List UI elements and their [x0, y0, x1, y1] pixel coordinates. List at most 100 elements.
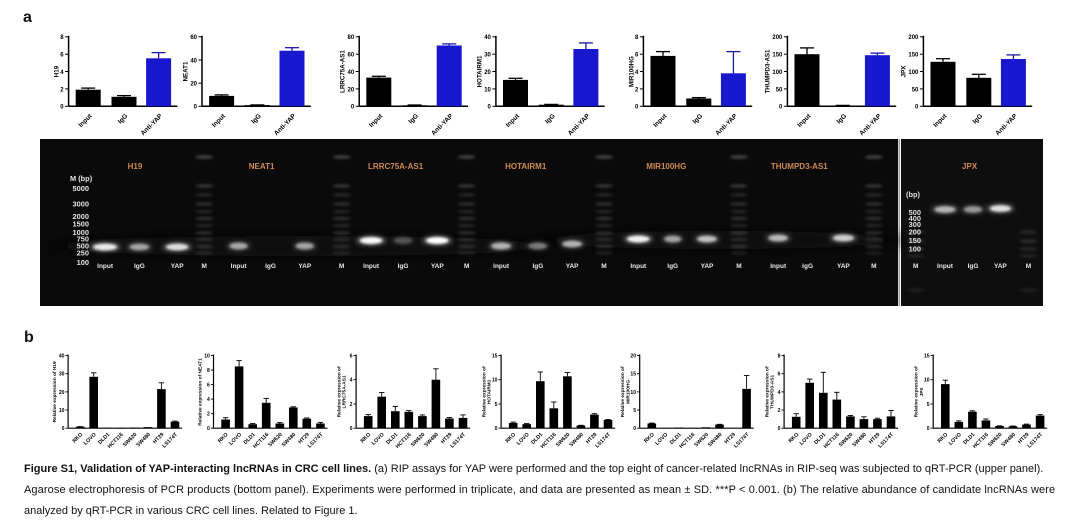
- svg-text:SW480: SW480: [707, 432, 724, 449]
- svg-text:40: 40: [190, 58, 197, 64]
- svg-text:20: 20: [484, 70, 491, 76]
- svg-text:Input: Input: [493, 263, 510, 270]
- svg-text:SW480: SW480: [281, 432, 298, 449]
- svg-text:YAP: YAP: [566, 263, 579, 270]
- svg-text:M: M: [1026, 263, 1031, 270]
- svg-text:LOVO: LOVO: [516, 432, 531, 447]
- svg-text:(bp): (bp): [906, 190, 920, 199]
- svg-text:6: 6: [778, 372, 781, 378]
- svg-text:0: 0: [635, 105, 639, 111]
- svg-text:HOTAIRM1: HOTAIRM1: [487, 379, 493, 404]
- svg-text:Anti-YAP: Anti-YAP: [858, 112, 883, 137]
- svg-text:2: 2: [778, 408, 781, 414]
- svg-text:Anti-YAP: Anti-YAP: [567, 112, 592, 137]
- svg-text:2: 2: [207, 412, 210, 418]
- svg-text:Relative expression of: Relative expression of: [913, 366, 919, 417]
- svg-text:0: 0: [194, 105, 198, 111]
- svg-text:0: 0: [207, 426, 210, 432]
- svg-text:YAP: YAP: [171, 263, 184, 270]
- svg-text:0: 0: [779, 105, 783, 111]
- svg-text:HOTAIRM1: HOTAIRM1: [476, 55, 483, 87]
- svg-text:4: 4: [635, 70, 639, 76]
- svg-text:Anti-YAP: Anti-YAP: [273, 112, 298, 137]
- svg-text:Input: Input: [932, 112, 949, 129]
- svg-text:200: 200: [772, 35, 783, 41]
- svg-text:Input: Input: [770, 263, 787, 270]
- svg-text:THUMPD3-AS1: THUMPD3-AS1: [770, 375, 776, 409]
- svg-text:5000: 5000: [73, 184, 89, 193]
- svg-text:JPX: JPX: [919, 387, 925, 397]
- svg-text:IgG: IgG: [265, 263, 276, 270]
- svg-text:0: 0: [927, 426, 930, 432]
- svg-text:15: 15: [924, 353, 930, 359]
- svg-text:10: 10: [630, 390, 636, 396]
- svg-text:IgG: IgG: [407, 113, 420, 126]
- svg-text:40: 40: [59, 353, 65, 359]
- svg-text:40: 40: [484, 35, 491, 41]
- svg-text:Input: Input: [937, 263, 954, 270]
- svg-text:SW480: SW480: [423, 432, 440, 449]
- svg-text:THUMPD3-AS1: THUMPD3-AS1: [771, 162, 828, 171]
- svg-text:Input: Input: [97, 263, 114, 270]
- svg-text:IgG: IgG: [250, 113, 263, 126]
- svg-text:MIR100HG: MIR100HG: [625, 380, 631, 404]
- svg-text:400: 400: [909, 214, 921, 223]
- svg-text:5: 5: [495, 402, 498, 408]
- svg-text:8: 8: [778, 353, 781, 359]
- svg-text:IgG: IgG: [398, 263, 409, 270]
- svg-text:IgG: IgG: [968, 263, 979, 270]
- svg-text:LOVO: LOVO: [654, 432, 669, 447]
- svg-text:15: 15: [630, 372, 636, 378]
- svg-text:6: 6: [635, 53, 639, 59]
- svg-text:LRRC75A-AS1: LRRC75A-AS1: [368, 162, 424, 171]
- svg-text:IgG: IgG: [972, 113, 985, 126]
- svg-text:Anti-YAP: Anti-YAP: [994, 112, 1019, 137]
- svg-text:Relative expression of: Relative expression of: [336, 366, 342, 417]
- svg-text:6: 6: [60, 53, 64, 59]
- svg-text:20: 20: [190, 82, 197, 88]
- svg-text:2: 2: [60, 87, 64, 93]
- svg-text:10: 10: [924, 378, 930, 384]
- svg-text:M: M: [736, 263, 741, 270]
- svg-text:JPX: JPX: [962, 162, 978, 171]
- svg-text:80: 80: [348, 35, 355, 41]
- svg-text:Anti-YAP: Anti-YAP: [714, 112, 739, 137]
- svg-text:M: M: [871, 263, 876, 270]
- svg-text:Relative expression of: Relative expression of: [764, 366, 770, 417]
- svg-text:M: M: [464, 263, 469, 270]
- svg-text:0: 0: [778, 426, 781, 432]
- svg-text:MIR100HG: MIR100HG: [628, 56, 635, 87]
- svg-text:0: 0: [60, 105, 64, 111]
- svg-text:Relative expression of NEAT1: Relative expression of NEAT1: [198, 358, 204, 426]
- svg-text:2: 2: [635, 87, 639, 93]
- svg-text:150: 150: [908, 53, 919, 59]
- svg-text:IgG: IgG: [117, 113, 130, 126]
- svg-text:Input: Input: [363, 263, 380, 270]
- svg-text:LOVO: LOVO: [83, 432, 98, 447]
- svg-text:Relative expression of H19: Relative expression of H19: [52, 361, 58, 422]
- svg-text:300: 300: [909, 220, 921, 229]
- svg-text:10: 10: [492, 378, 498, 384]
- svg-text:0: 0: [351, 105, 355, 111]
- svg-text:60: 60: [348, 53, 355, 59]
- svg-text:150: 150: [772, 53, 783, 59]
- svg-text:100: 100: [772, 70, 783, 76]
- svg-text:M: M: [601, 263, 606, 270]
- svg-text:100: 100: [77, 258, 89, 267]
- svg-text:IgG: IgG: [692, 113, 705, 126]
- svg-text:LS174T: LS174T: [161, 431, 179, 449]
- svg-text:YAP: YAP: [431, 263, 444, 270]
- svg-text:Input: Input: [231, 263, 248, 270]
- svg-text:Input: Input: [368, 112, 385, 129]
- svg-text:10: 10: [484, 87, 491, 93]
- svg-text:LS174T: LS174T: [1027, 431, 1045, 449]
- svg-text:0: 0: [62, 426, 65, 432]
- svg-text:IgG: IgG: [836, 113, 849, 126]
- svg-text:0: 0: [488, 105, 492, 111]
- svg-text:HOTAIRM1: HOTAIRM1: [505, 162, 547, 171]
- svg-text:LOVO: LOVO: [948, 432, 963, 447]
- svg-text:Input: Input: [796, 112, 813, 129]
- svg-text:3000: 3000: [73, 200, 89, 209]
- svg-text:1500: 1500: [73, 220, 89, 229]
- svg-text:THUMPD3-AS1: THUMPD3-AS1: [764, 49, 771, 94]
